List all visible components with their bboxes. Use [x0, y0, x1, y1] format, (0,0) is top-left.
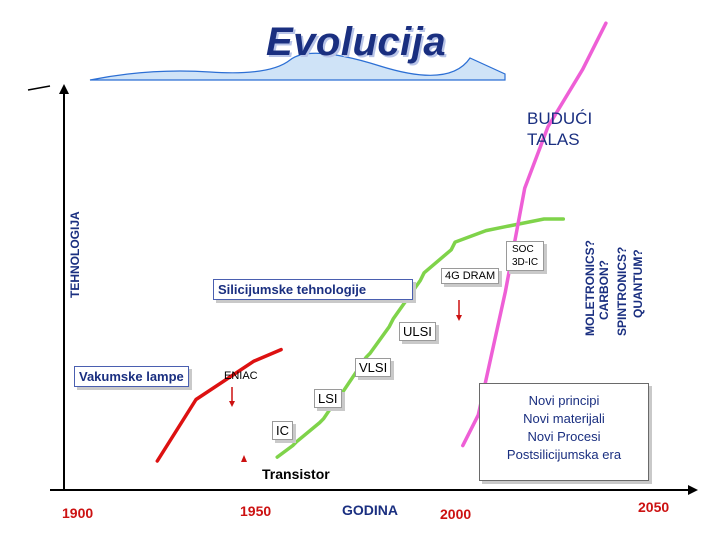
future-moletronics: MOLETRONICS?	[583, 240, 597, 336]
banner-decoration	[89, 52, 506, 81]
label-ulsi: ULSI	[399, 322, 436, 341]
x-tick-1950: 1950	[240, 503, 272, 519]
series-layer	[155, 21, 608, 463]
dram-arrow	[456, 300, 462, 321]
label-postsilicon-box: Novi principi Novi materijali Novi Proce…	[479, 383, 649, 481]
label-buduci-talas: BUDUĆI TALAS	[527, 109, 593, 149]
series-line-1	[275, 217, 566, 459]
series-line-0	[155, 347, 283, 463]
annotation-transistor: Transistor	[262, 466, 330, 482]
label-silicijumske-tehnologije: Silicijumske tehnologije	[213, 279, 413, 300]
future-quantum: QUANTUM?	[631, 249, 645, 318]
transistor-arrow	[241, 455, 247, 462]
future-spintronics: SPINTRONICS?	[615, 246, 629, 336]
label-vakumske-lampe: Vakumske lampe	[74, 366, 189, 387]
x-axis-label: GODINA	[342, 502, 398, 518]
page-title: Evolucija	[266, 20, 447, 64]
x-tick-2000: 2000	[440, 506, 472, 522]
y-axis-label: TEHNOLOGIJA	[68, 211, 82, 298]
x-axis-arrow	[688, 485, 698, 495]
label-soc-3d-ic: SOC 3D-IC	[506, 241, 545, 271]
label-lsi: LSI	[314, 389, 342, 408]
x-tick-1900: 1900	[62, 505, 94, 521]
series-line-2	[461, 21, 608, 448]
annotation-eniac: ENIAC	[224, 370, 258, 382]
label-vlsi: VLSI	[355, 358, 392, 377]
y-axis-arrow	[59, 84, 69, 94]
label-ic: IC	[272, 421, 293, 440]
label-4g-dram: 4G DRAM	[441, 268, 500, 284]
eniac-arrow	[229, 387, 235, 407]
x-tick-2050: 2050	[638, 499, 670, 515]
future-carbon: CARBON?	[597, 260, 611, 320]
banner-left-line	[27, 85, 51, 91]
